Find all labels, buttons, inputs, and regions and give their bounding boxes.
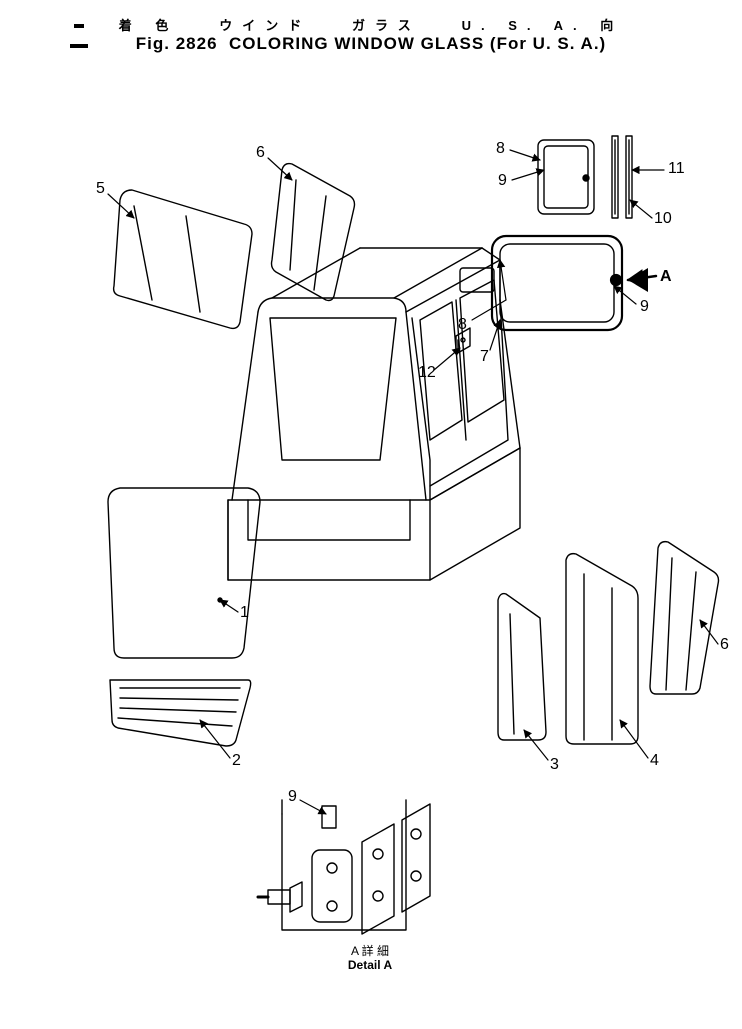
- callout-9c: 9: [288, 788, 297, 806]
- part-7-window-frame: [492, 236, 622, 330]
- part-6b-rear-glass-right: [650, 542, 719, 694]
- page: 着 色 ウインド ガラス U. S. A. 向 Fig. 2826 COLORI…: [0, 0, 742, 1029]
- part-10-11-channels: [612, 136, 632, 218]
- callout-12: 12: [418, 364, 436, 382]
- callout-4: 4: [650, 752, 659, 770]
- callout-6b: 6: [720, 636, 729, 654]
- part-6a-rear-glass-right: [272, 164, 355, 301]
- callout-9b: 9: [640, 298, 649, 316]
- part-3-side-glass-small: [498, 594, 546, 740]
- part-2-front-glass-lower: [110, 680, 251, 746]
- callout-9a: 9: [498, 172, 507, 190]
- part-5-rear-glass-left: [114, 190, 252, 328]
- diagram-svg: [0, 0, 742, 1029]
- callout-11: 11: [668, 160, 685, 178]
- callout-10: 10: [654, 210, 672, 228]
- callout-6a: 6: [256, 144, 265, 162]
- part-4-side-glass-large: [566, 554, 638, 744]
- callout-2: 2: [232, 752, 241, 770]
- callout-7: 7: [480, 348, 489, 366]
- cab-body: [228, 248, 520, 580]
- callout-1: 1: [240, 604, 249, 622]
- part-8-sliding-glass: [538, 140, 594, 214]
- detail-a-jp: A 詳 細: [320, 944, 420, 958]
- callout-3: 3: [550, 756, 559, 774]
- callout-8a: 8: [496, 140, 505, 158]
- callout-5: 5: [96, 180, 105, 198]
- detail-a: [258, 800, 430, 934]
- callout-8b: 8: [458, 316, 467, 334]
- part-1-front-glass-upper: [108, 488, 260, 658]
- detail-a-label: A 詳 細 Detail A: [320, 944, 420, 973]
- callout-A: A: [660, 268, 672, 286]
- detail-a-en: Detail A: [320, 958, 420, 972]
